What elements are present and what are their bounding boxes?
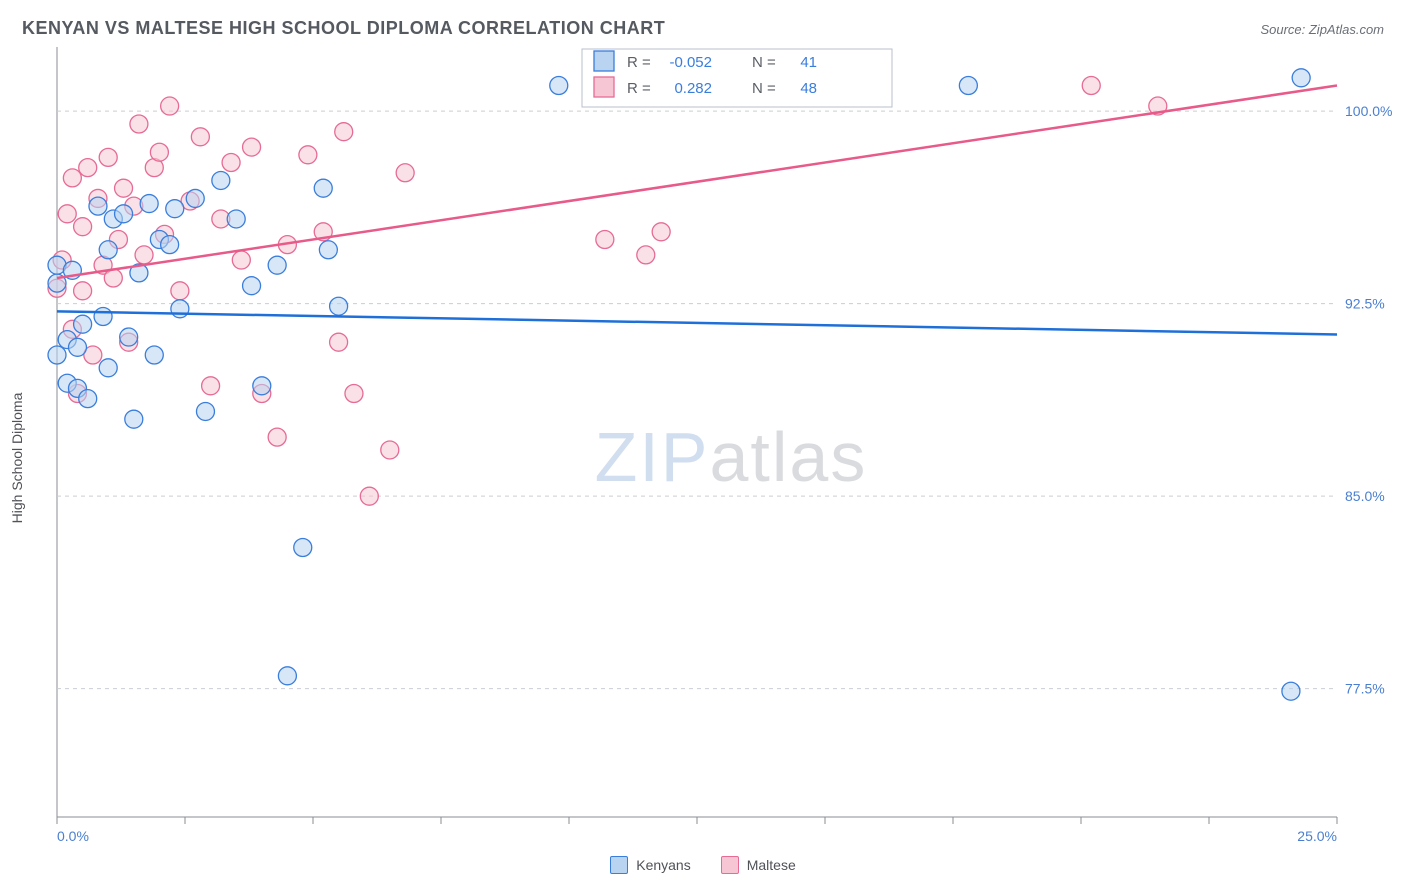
stats-swatch-icon [594,51,614,71]
point-maltese [637,246,655,264]
plot-wrap: High School Diploma 77.5%85.0%92.5%100.0… [22,47,1384,852]
point-maltese [161,97,179,115]
point-kenyans [319,241,337,259]
stats-n-label: N = [752,80,776,97]
point-maltese [268,428,286,446]
point-maltese [335,123,353,141]
legend-label: Kenyans [636,857,690,873]
point-kenyans [166,200,184,218]
point-kenyans [145,346,163,364]
stats-r-value: -0.052 [669,54,712,71]
y-tick-label: 100.0% [1345,103,1392,119]
scatter-plot: 77.5% 85.0% 92.5% 100.0% 0.0% 25.0% R = -0.052 N… [22,47,1392,852]
point-maltese [150,143,168,161]
point-kenyans [115,205,133,223]
point-kenyans [212,171,230,189]
point-maltese [191,128,209,146]
point-kenyans [196,402,214,420]
point-kenyans [140,195,158,213]
point-kenyans [314,179,332,197]
point-maltese [99,148,117,166]
point-kenyans [99,241,117,259]
legend-kenyans: Kenyans [610,856,690,874]
point-maltese [1082,77,1100,95]
point-kenyans [278,667,296,685]
point-kenyans [550,77,568,95]
point-maltese [79,159,97,177]
point-kenyans [186,189,204,207]
point-maltese [74,218,92,236]
point-maltese [171,282,189,300]
y-tick-label: 92.5% [1345,296,1385,312]
point-maltese [330,333,348,351]
point-maltese [232,251,250,269]
stats-n-value: 48 [800,80,817,97]
point-maltese [135,246,153,264]
point-maltese [381,441,399,459]
regression-line-kenyans [57,311,1337,334]
point-maltese [58,205,76,223]
point-kenyans [253,377,271,395]
legend-label: Maltese [747,857,796,873]
point-maltese [115,179,133,197]
legend-maltese: Maltese [721,856,796,874]
point-maltese [63,169,81,187]
point-maltese [202,377,220,395]
point-kenyans [99,359,117,377]
regression-line-maltese [57,86,1337,279]
stats-n-label: N = [752,54,776,71]
chart-title: KENYAN VS MALTESE HIGH SCHOOL DIPLOMA CO… [22,18,665,39]
y-tick-label: 77.5% [1345,681,1385,697]
point-kenyans [89,197,107,215]
source-credit: Source: ZipAtlas.com [1260,22,1384,37]
point-maltese [345,385,363,403]
point-maltese [222,154,240,172]
point-kenyans [1282,682,1300,700]
y-tick-label: 85.0% [1345,488,1385,504]
swatch-icon [610,856,628,874]
point-kenyans [1292,69,1310,87]
point-maltese [652,223,670,241]
stats-n-value: 41 [800,54,817,71]
point-maltese [130,115,148,133]
point-kenyans [227,210,245,228]
point-maltese [74,282,92,300]
x-tick-label: 0.0% [57,828,89,844]
point-maltese [360,487,378,505]
stats-r-label: R = [627,54,651,71]
point-maltese [243,138,261,156]
point-maltese [396,164,414,182]
point-kenyans [959,77,977,95]
point-kenyans [94,308,112,326]
stats-r-label: R = [627,80,651,97]
header-bar: KENYAN VS MALTESE HIGH SCHOOL DIPLOMA CO… [0,0,1406,47]
point-kenyans [243,277,261,295]
point-kenyans [171,300,189,318]
point-kenyans [79,390,97,408]
y-axis-label: High School Diploma [9,392,25,523]
point-kenyans [125,410,143,428]
point-kenyans [330,297,348,315]
point-kenyans [294,539,312,557]
point-kenyans [48,346,66,364]
point-kenyans [268,256,286,274]
stats-swatch-icon [594,77,614,97]
bottom-legend: Kenyans Maltese [0,856,1406,874]
swatch-icon [721,856,739,874]
point-maltese [299,146,317,164]
point-kenyans [161,236,179,254]
point-maltese [596,231,614,249]
point-kenyans [74,315,92,333]
x-tick-label: 25.0% [1297,828,1337,844]
point-kenyans [120,328,138,346]
point-kenyans [68,338,86,356]
stats-r-value: 0.282 [674,80,712,97]
